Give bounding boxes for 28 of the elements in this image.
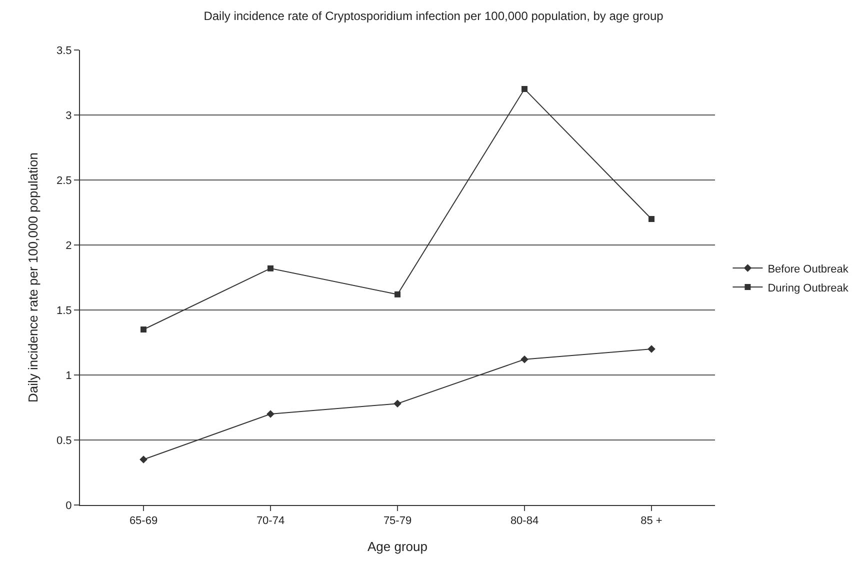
x-tick-label: 75-79 xyxy=(383,515,412,528)
point xyxy=(394,291,400,298)
y-tick-label: 1 xyxy=(66,370,72,382)
point xyxy=(394,400,402,408)
point xyxy=(648,216,654,222)
legend-label: Before Outbreak xyxy=(768,263,849,276)
y-tick-label: 3.5 xyxy=(56,44,72,57)
point xyxy=(520,356,528,364)
y-tick-label: 3 xyxy=(66,110,72,122)
point xyxy=(140,456,148,464)
x-tick-label: 80-84 xyxy=(510,515,539,528)
point xyxy=(140,326,146,332)
y-tick-label: 1.5 xyxy=(56,304,72,317)
y-tick-label: 2 xyxy=(66,240,72,252)
point xyxy=(268,265,274,272)
x-tick-label: 65-69 xyxy=(129,515,158,528)
x-tick-label: 85 + xyxy=(640,515,662,528)
y-tick-label: 2.5 xyxy=(56,174,72,187)
point xyxy=(522,86,528,92)
y-tick-label: 0.5 xyxy=(56,434,72,447)
x-axis-title: Age group xyxy=(368,538,428,554)
point xyxy=(266,410,274,418)
y-tick-label: 0 xyxy=(66,500,72,512)
point xyxy=(648,345,656,353)
chart-title: Daily incidence rate of Cryptosporidium infection per 100,000 population, by age group xyxy=(204,8,664,23)
y-axis-title: Daily incidence rate per 100,000 population xyxy=(25,152,40,403)
legend-label: During Outbreak xyxy=(768,282,849,294)
x-tick-label: 70-74 xyxy=(256,515,285,528)
